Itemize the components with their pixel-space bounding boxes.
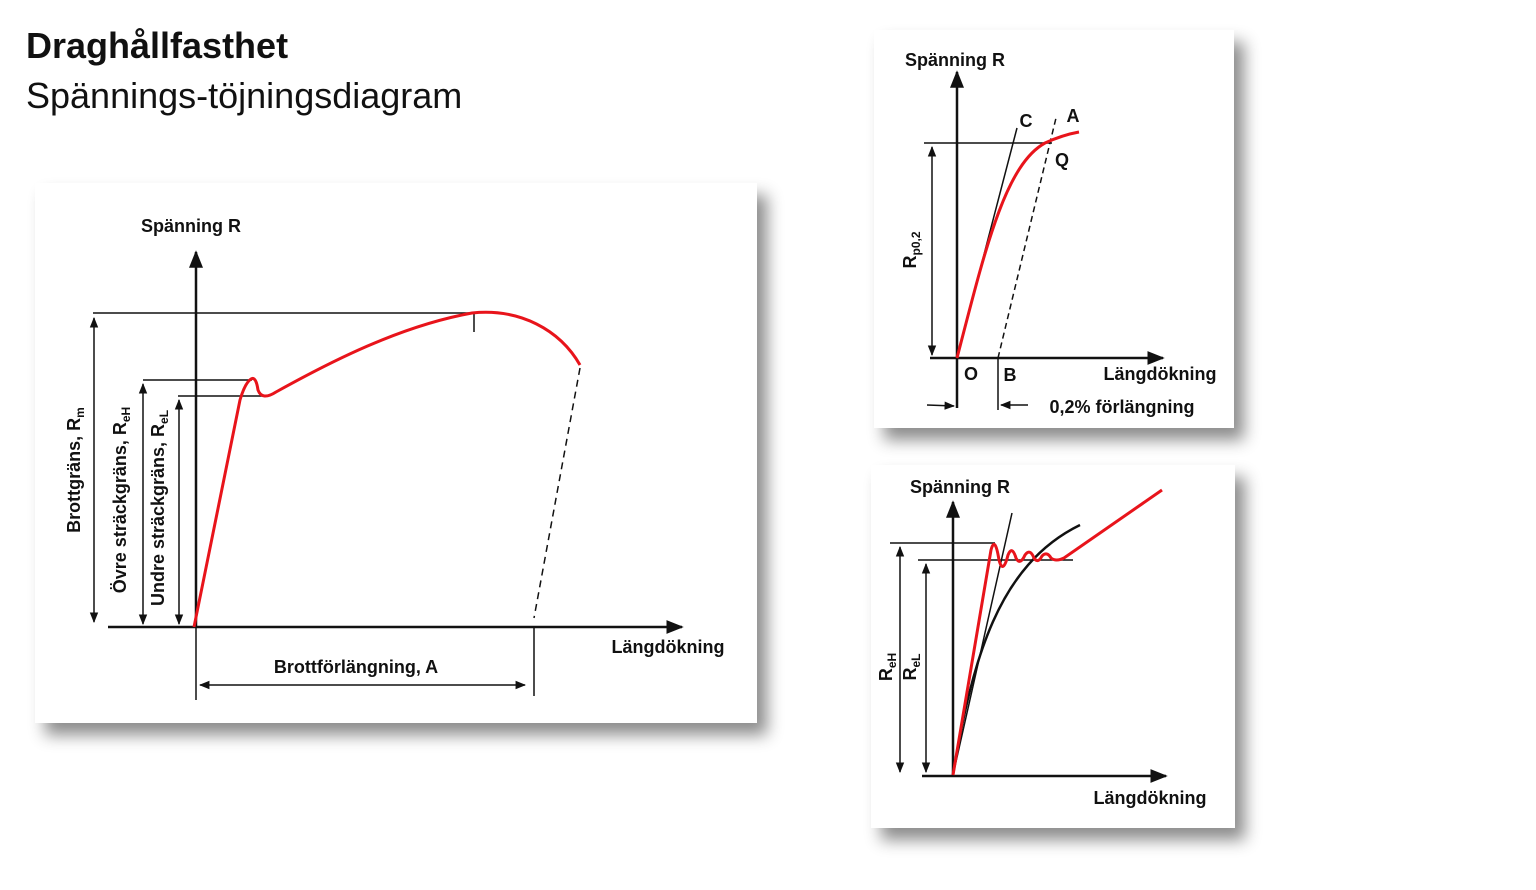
label-sub: m [73,407,87,418]
label-text: Brottgräns, R [64,418,84,533]
label-sub: eH [119,407,133,422]
stress-curve [955,130,1080,359]
reh-label: ReH [876,653,899,681]
y-axis-label: Spänning R [905,50,1005,70]
label-text: Undre sträckgräns, R [148,424,168,606]
point-label: Q [1055,150,1069,170]
stress-curve [951,488,1163,776]
point-label: O [964,364,978,384]
point-label: B [1004,365,1017,385]
point-label: A [1067,106,1080,126]
offset-arrow [926,401,956,410]
reh-label: Övre sträckgräns, ReH [110,407,133,593]
offset-label: 0,2% förlängning [1049,397,1194,417]
main-diagram: Spänning R Längdökning Brottgräns, Rm Öv… [35,183,757,723]
label-sub: p0,2 [909,231,923,255]
rm-label: Brottgräns, Rm [64,407,87,533]
slide-subtitle: Spännings-töjningsdiagram [26,75,462,116]
rel-label: Undre sträckgräns, ReL [148,410,171,606]
panel [35,183,757,723]
elongation-label: Brottförlängning, A [274,657,438,677]
y-axis-label: Spänning R [141,216,241,236]
panel [871,465,1235,828]
label-sub: eL [909,653,923,667]
proof-diagram: Spänning R C A Q O B Längdökning Rp0,2 0… [874,30,1234,428]
label-text: R [900,256,920,269]
label-sub: eH [885,653,899,668]
rp-label: Rp0,2 [900,231,923,268]
label-text: R [876,668,896,681]
x-axis-label: Längdökning [612,637,725,657]
slide-title: Draghållfasthet [26,25,288,66]
y-axis-label: Spänning R [910,477,1010,497]
label-text: R [900,668,920,681]
label-text: Övre sträckgräns, R [110,422,130,593]
stress-curve [192,310,582,628]
unload-line [533,367,581,619]
x-axis-label: Längdökning [1104,364,1217,384]
label-sub: eL [157,410,171,424]
rel-label: ReL [900,653,923,680]
point-label: C [1020,111,1033,131]
tangent-line [952,512,1013,776]
offset-line [997,117,1057,359]
x-axis-label: Längdökning [1094,788,1207,808]
yield-diagram: Spänning R ReH ReL Längdökning [871,465,1235,828]
